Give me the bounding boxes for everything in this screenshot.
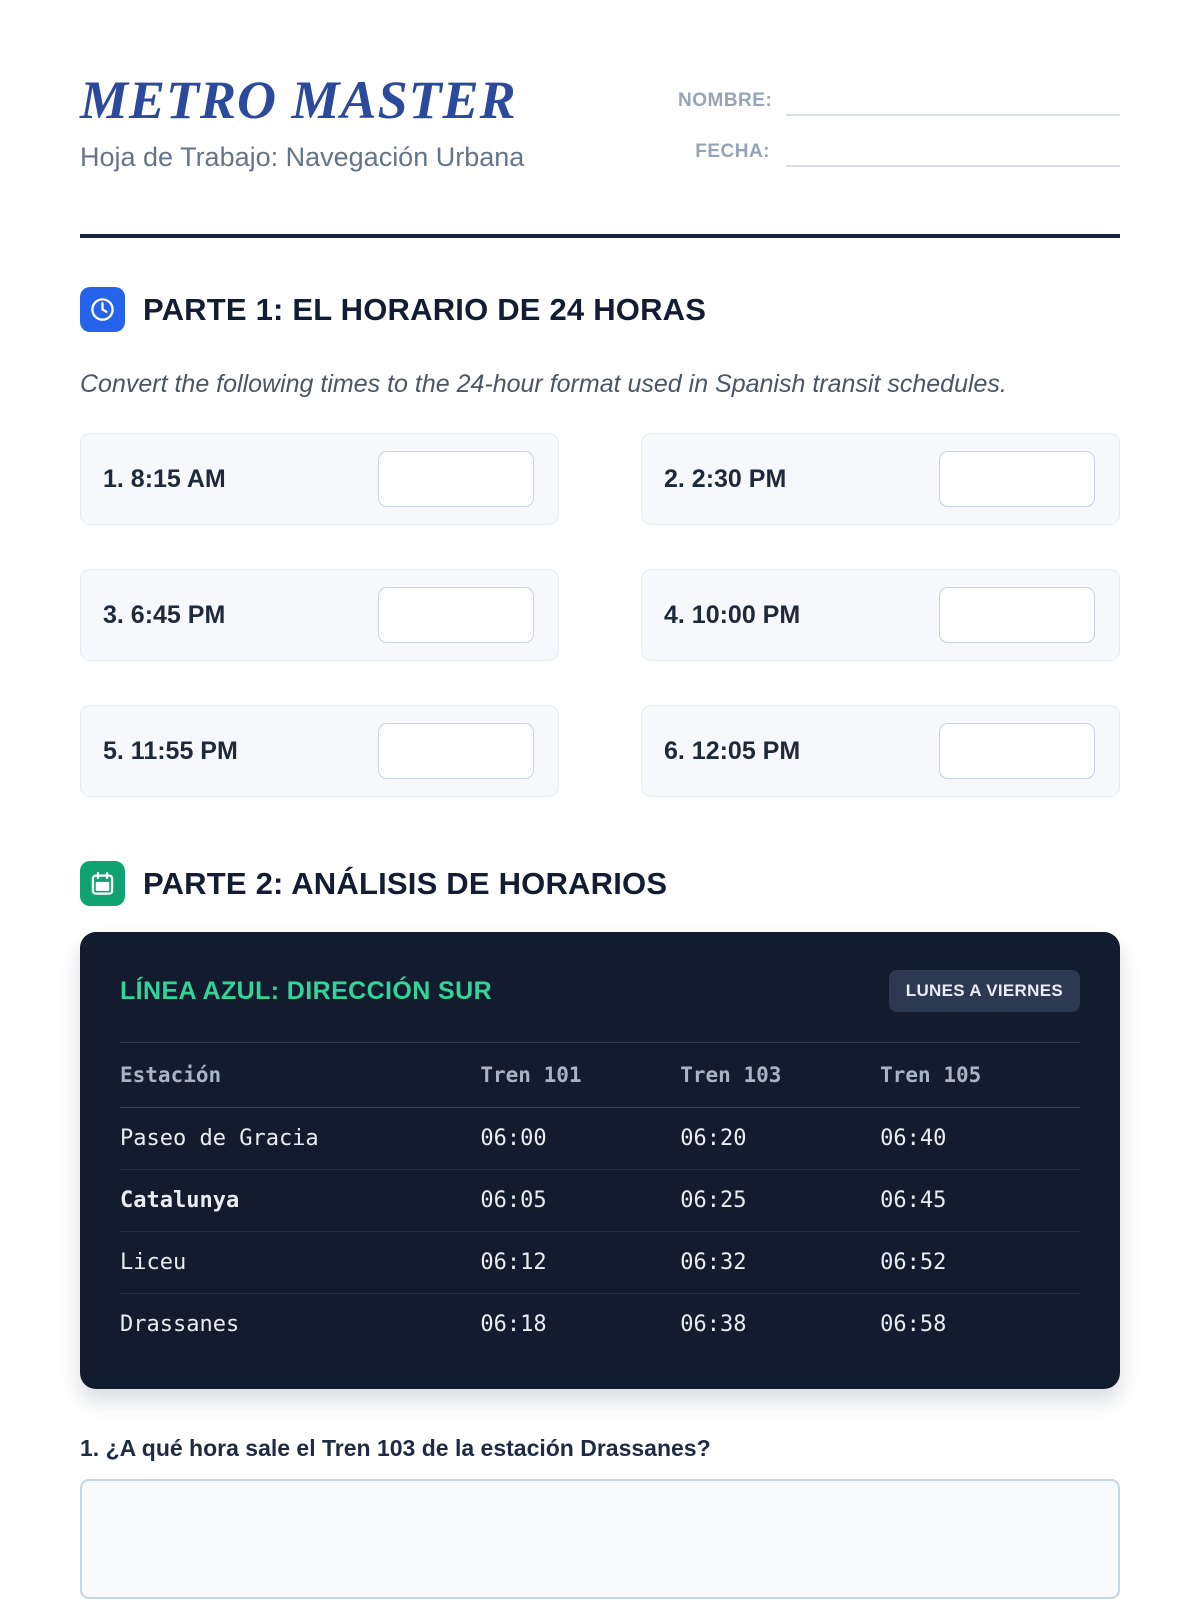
nombre-field-row: NOMBRE: xyxy=(678,86,1120,116)
schedule-row: Drassanes 06:18 06:38 06:58 xyxy=(120,1294,1080,1356)
exercise-item: 6. 12:05 PM xyxy=(641,705,1120,797)
station-cell: Drassanes xyxy=(120,1312,240,1337)
part1-instructions: Convert the following times to the 24-ho… xyxy=(80,370,1007,398)
part2-header: PARTE 2: ANÁLISIS DE HORARIOS xyxy=(80,861,1120,906)
schedule-table: Estación Tren 101 Tren 103 Tren 105 Paseo d… xyxy=(120,1042,1080,1355)
line-title: LÍNEA AZUL: DIRECCIÓN SUR xyxy=(120,976,493,1005)
question-1-label: 1. ¿A qué hora sale el Tren 103 de la es… xyxy=(80,1435,711,1461)
exercise-answer-input[interactable] xyxy=(939,587,1095,643)
exercise-label: 5. 11:55 PM xyxy=(103,736,238,765)
fecha-label: FECHA: xyxy=(695,141,770,162)
time-cell: 06:00 xyxy=(480,1107,681,1170)
schedule-column-header: Estación xyxy=(120,1042,481,1108)
nombre-label: NOMBRE: xyxy=(678,90,773,111)
time-cell: 06:12 xyxy=(480,1231,681,1294)
fecha-field-row: FECHA: xyxy=(678,137,1120,167)
time-cell: 06:05 xyxy=(480,1169,681,1232)
clock-icon xyxy=(80,287,125,332)
exercise-label: 4. 10:00 PM xyxy=(664,600,801,629)
exercise-answer-input[interactable] xyxy=(939,723,1095,779)
question-1-answer-box[interactable] xyxy=(80,1479,1120,1599)
time-cell: 06:38 xyxy=(680,1312,747,1337)
schedule-header-row: Estación Tren 101 Tren 103 Tren 105 xyxy=(120,1042,1080,1108)
header: METRO MASTER Hoja de Trabajo: Navegación… xyxy=(80,72,1120,188)
station-cell: Liceu xyxy=(120,1231,481,1294)
exercise-answer-input[interactable] xyxy=(378,587,534,643)
calendar-icon xyxy=(80,861,125,906)
fecha-input[interactable] xyxy=(786,137,1120,167)
schedule-body: Paseo de Gracia 06:00 06:20 06:40 Catalunya 0… xyxy=(120,1107,1080,1356)
schedule-row: Liceu 06:12 06:32 06:52 xyxy=(120,1231,1080,1294)
exercise-label: 6. 12:05 PM xyxy=(664,736,801,765)
schedule-row: Paseo de Gracia 06:00 06:20 06:40 xyxy=(120,1107,1080,1170)
time-cell: 06:20 xyxy=(680,1107,881,1170)
page-title: METRO MASTER xyxy=(80,70,517,130)
exercise-item: 3. 6:45 PM xyxy=(80,569,559,661)
schedule-panel: LÍNEA AZUL: DIRECCIÓN SUR LUNES A VIERNE… xyxy=(80,932,1120,1389)
schedule-column-header: Tren 101 xyxy=(480,1042,681,1108)
schedule-row: Catalunya 06:05 06:25 06:45 xyxy=(120,1169,1080,1232)
page-subtitle: Hoja de Trabajo: Navegación Urbana xyxy=(80,141,525,172)
exercise-item: 2. 2:30 PM xyxy=(641,433,1120,525)
part2-title: PARTE 2: ANÁLISIS DE HORARIOS xyxy=(143,865,668,901)
exercise-label: 2. 2:30 PM xyxy=(664,464,787,493)
time-cell: 06:45 xyxy=(880,1169,1080,1232)
exercise-item: 4. 10:00 PM xyxy=(641,569,1120,661)
time-cell: 06:58 xyxy=(880,1312,947,1337)
time-cell: 06:52 xyxy=(880,1231,1080,1294)
exercise-answer-input[interactable] xyxy=(378,723,534,779)
exercise-grid: 1. 8:15 AM 2. 2:30 PM 3. 6:45 PM 4. 10:0… xyxy=(80,433,1120,797)
time-cell: 06:40 xyxy=(880,1107,1080,1170)
schedule-column-header: Tren 105 xyxy=(880,1042,1080,1108)
nombre-input[interactable] xyxy=(786,86,1120,116)
schedule-column-header: Tren 103 xyxy=(680,1042,881,1108)
station-cell: Paseo de Gracia xyxy=(120,1107,481,1170)
exercise-item: 5. 11:55 PM xyxy=(80,705,559,797)
time-cell: 06:18 xyxy=(480,1312,547,1337)
exercise-label: 3. 6:45 PM xyxy=(103,600,226,629)
time-cell: 06:32 xyxy=(680,1231,881,1294)
station-cell: Catalunya xyxy=(120,1169,481,1232)
weekday-badge: LUNES A VIERNES xyxy=(888,970,1080,1012)
part1-header: PARTE 1: EL HORARIO DE 24 HORAS xyxy=(80,287,1120,332)
header-divider xyxy=(80,234,1120,238)
exercise-label: 1. 8:15 AM xyxy=(103,464,226,493)
exercise-item: 1. 8:15 AM xyxy=(80,433,559,525)
schedule-panel-header: LÍNEA AZUL: DIRECCIÓN SUR LUNES A VIERNE… xyxy=(120,970,1080,1012)
brand-block: METRO MASTER Hoja de Trabajo: Navegación… xyxy=(80,72,524,188)
part1-title: PARTE 1: EL HORARIO DE 24 HORAS xyxy=(143,291,707,327)
student-fields: NOMBRE: FECHA: xyxy=(678,86,1120,188)
time-cell: 06:25 xyxy=(680,1169,881,1232)
exercise-answer-input[interactable] xyxy=(378,451,534,507)
exercise-answer-input[interactable] xyxy=(939,451,1095,507)
